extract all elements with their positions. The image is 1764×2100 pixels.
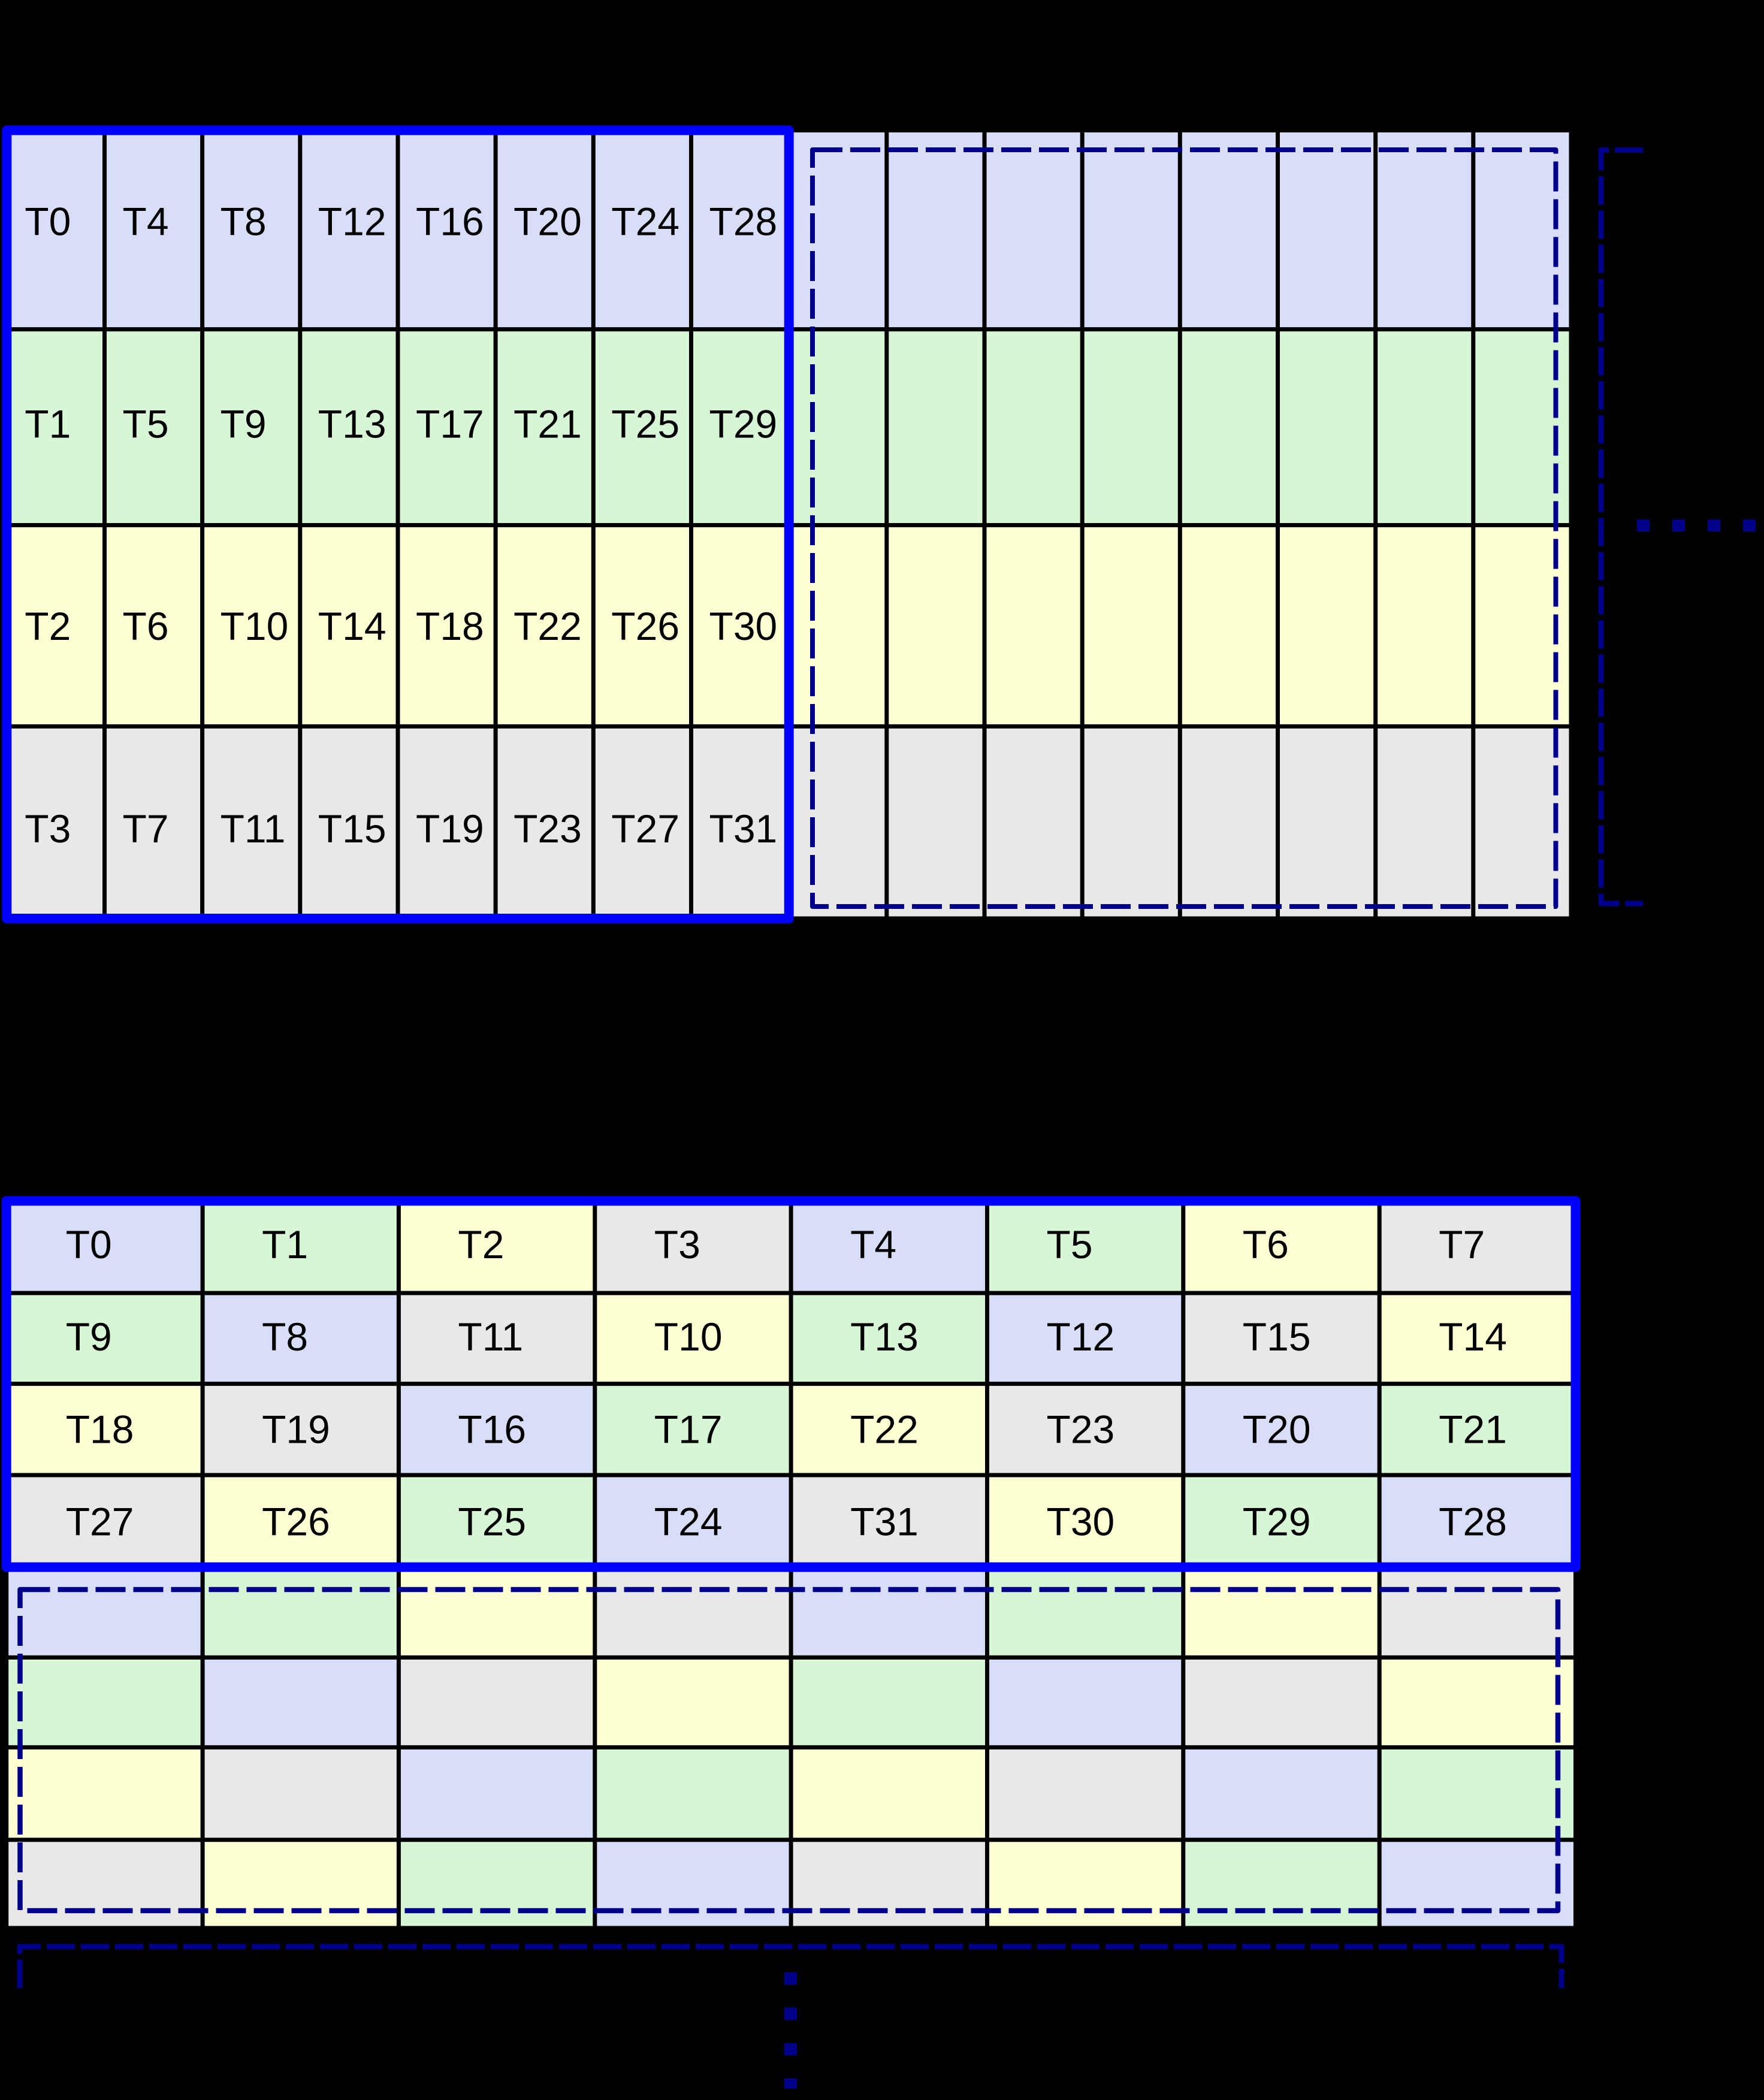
svg-text:T25: T25	[458, 1500, 526, 1544]
svg-text:T10: T10	[220, 604, 289, 648]
svg-text:T5: T5	[123, 401, 169, 446]
svg-text:T4: T4	[850, 1222, 896, 1267]
svg-text:T9: T9	[220, 401, 267, 446]
svg-text:T1: T1	[262, 1222, 308, 1267]
svg-text:T5: T5	[1047, 1222, 1093, 1267]
svg-text:T3: T3	[25, 806, 71, 851]
svg-text:T19: T19	[416, 806, 484, 851]
svg-text:T25: T25	[611, 401, 679, 446]
svg-text:T3: T3	[654, 1222, 700, 1267]
svg-text:T11: T11	[220, 806, 286, 851]
svg-text:T18: T18	[416, 604, 484, 648]
svg-text:T22: T22	[514, 604, 582, 648]
svg-text:T19: T19	[262, 1407, 330, 1451]
svg-text:T6: T6	[123, 604, 169, 648]
svg-text:T14: T14	[318, 604, 386, 648]
svg-text:T28: T28	[709, 200, 778, 244]
svg-text:T21: T21	[514, 401, 582, 446]
svg-text:T26: T26	[262, 1500, 330, 1544]
svg-text:T27: T27	[611, 806, 679, 851]
svg-text:T15: T15	[1243, 1315, 1311, 1359]
svg-text:T4: T4	[123, 200, 169, 244]
svg-text:T13: T13	[850, 1315, 919, 1359]
svg-text:T23: T23	[1047, 1407, 1115, 1451]
svg-text:T31: T31	[709, 806, 778, 851]
svg-text:T16: T16	[416, 200, 484, 244]
svg-text:T13: T13	[318, 401, 386, 446]
svg-text:T23: T23	[514, 806, 582, 851]
svg-text:T2: T2	[458, 1222, 504, 1267]
svg-text:T21: T21	[1439, 1407, 1507, 1451]
svg-text:T27: T27	[66, 1500, 134, 1544]
svg-text:T7: T7	[1439, 1222, 1485, 1267]
svg-text:T29: T29	[709, 401, 778, 446]
svg-text:T16: T16	[458, 1407, 526, 1451]
svg-text:T31: T31	[850, 1500, 919, 1544]
svg-text:T17: T17	[654, 1407, 723, 1451]
svg-text:T18: T18	[66, 1407, 134, 1451]
svg-text:T17: T17	[416, 401, 484, 446]
svg-text:T29: T29	[1243, 1500, 1311, 1544]
svg-text:T6: T6	[1243, 1222, 1289, 1267]
svg-text:T22: T22	[850, 1407, 919, 1451]
svg-text:T8: T8	[262, 1315, 308, 1359]
svg-text:T24: T24	[611, 200, 679, 244]
svg-text:T28: T28	[1439, 1500, 1507, 1544]
svg-text:T9: T9	[66, 1315, 112, 1359]
svg-text:T26: T26	[611, 604, 679, 648]
svg-text:T11: T11	[458, 1315, 523, 1359]
svg-text:T12: T12	[318, 200, 386, 244]
svg-text:T1: T1	[25, 401, 71, 446]
svg-text:T7: T7	[123, 806, 169, 851]
svg-text:T0: T0	[25, 200, 71, 244]
svg-text:T30: T30	[1047, 1500, 1115, 1544]
svg-text:T0: T0	[66, 1222, 112, 1267]
svg-text:T20: T20	[1243, 1407, 1311, 1451]
svg-text:T20: T20	[514, 200, 582, 244]
svg-text:T10: T10	[654, 1315, 723, 1359]
svg-text:T24: T24	[654, 1500, 723, 1544]
svg-text:T15: T15	[318, 806, 386, 851]
svg-text:T14: T14	[1439, 1315, 1507, 1359]
svg-text:T30: T30	[709, 604, 778, 648]
svg-text:T2: T2	[25, 604, 71, 648]
svg-text:T8: T8	[220, 200, 267, 244]
svg-text:T12: T12	[1047, 1315, 1115, 1359]
